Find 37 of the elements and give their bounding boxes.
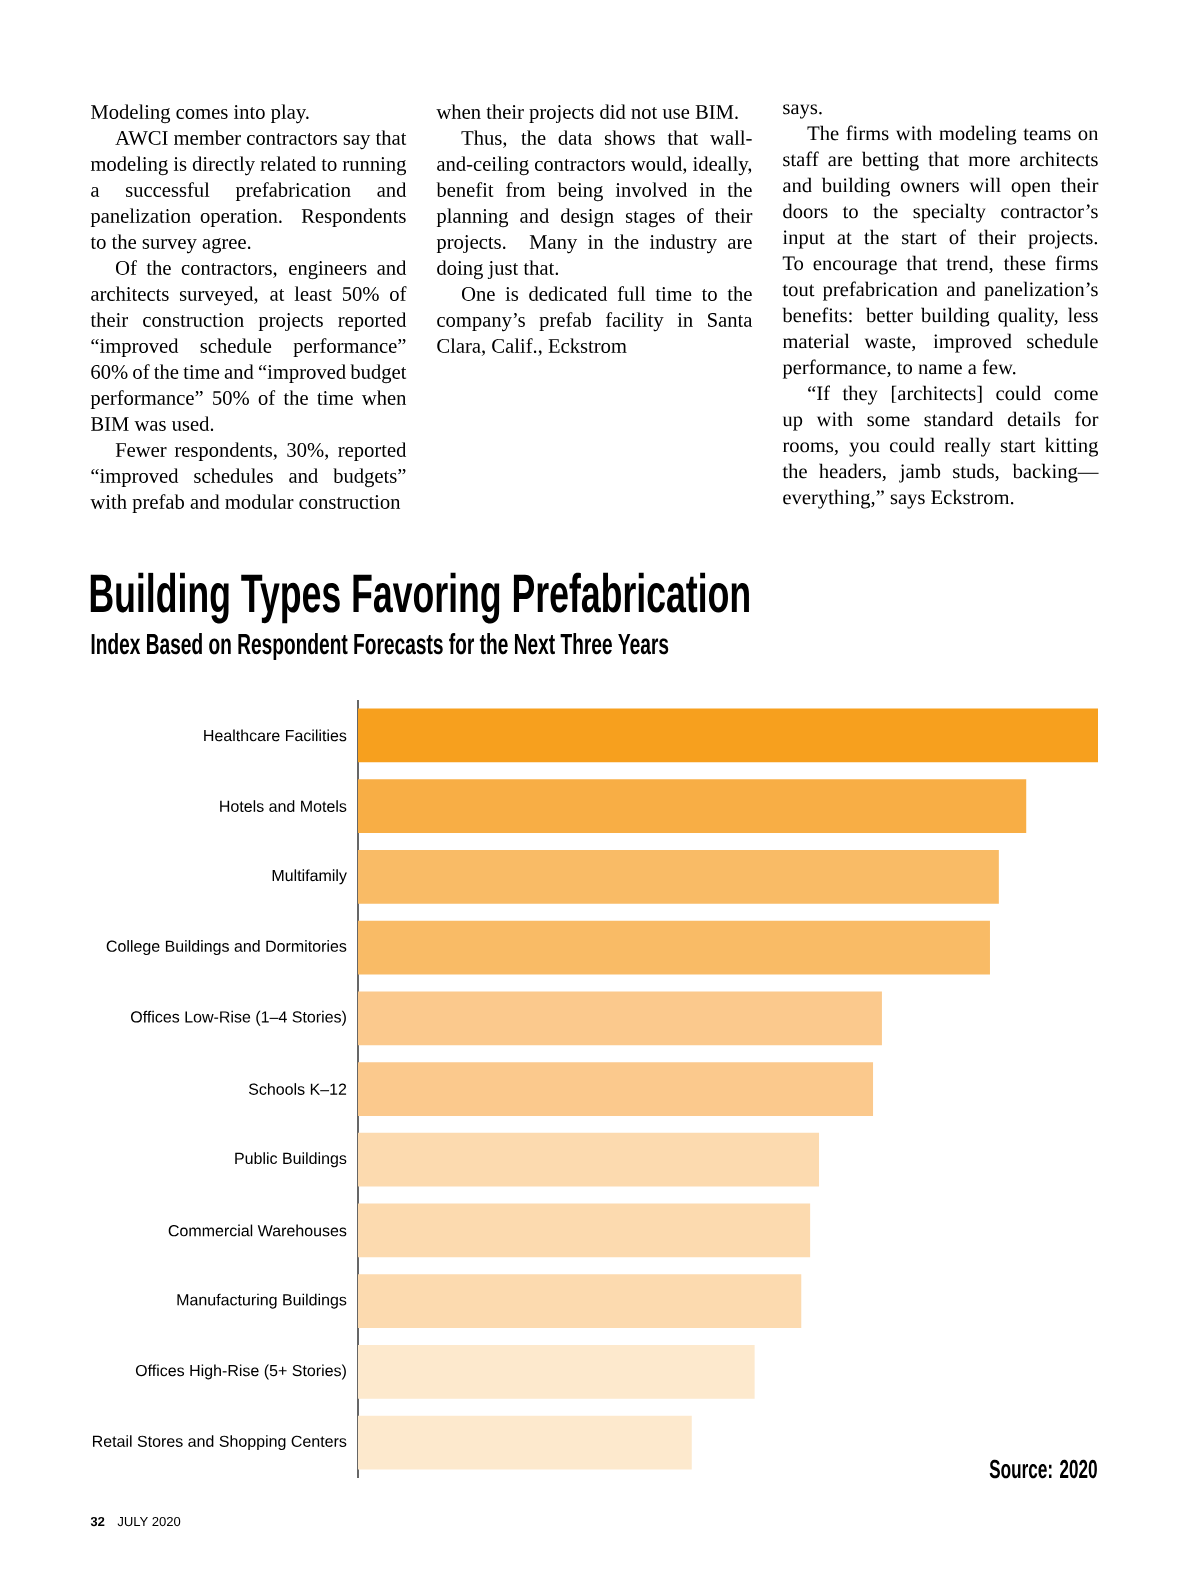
bar (358, 849, 999, 904)
bar (358, 1132, 820, 1187)
y-tick-label: Retail Stores and Shopping Centers (92, 1435, 347, 1451)
y-tick-label: Healthcare Facilities (204, 729, 347, 742)
text: Modeling comes into play. (91, 104, 309, 124)
chart-subtitle: Index Based on Respondent Forecasts for the Next Three Years (91, 632, 669, 661)
text: AWCI member contractors say that modeling is directly related to running a successful prefabrication and panelization operation. Respondents to the survey agree. (90, 130, 407, 254)
bar (358, 1415, 692, 1470)
bar (358, 1203, 811, 1258)
bar (358, 1062, 874, 1116)
chart-title: Building Types Favoring Prefabrication (90, 572, 749, 624)
y-tick-label: Manufacturing Buildings (177, 1293, 347, 1309)
bar (358, 1274, 802, 1329)
bar (358, 920, 990, 975)
bar (358, 991, 882, 1046)
y-tick-label: Public Buildings (235, 1152, 347, 1168)
text: when their projects did not use BIM. (436, 104, 738, 124)
text: “If they [architects] could come up with some standard details for rooms, you could really start kitting the headers, jamb studs, backing—everything,” says Eckstrom. (782, 385, 1099, 509)
text: The firms with modeling teams on staff are betting that more architects and building owners will open their doors to the specialty contractor’s input at the start of their projects. To encourage that trend, these firms tout prefabrication and panelization’s benefits: better building quality, less material waste, improved schedule performance, to name a few. (782, 125, 1099, 379)
text: JULY 2020 (117, 1516, 181, 1527)
y-tick-label: Schools K–12 (248, 1083, 347, 1095)
y-tick-label: Hotels and Motels (220, 800, 347, 812)
bar (358, 1345, 755, 1399)
text: Thus, the data shows that wall-and-ceiling contractors would, ideally, benefit from being involved in the planning and design stages of their projects. Many in the industry are doing just that. (436, 130, 753, 280)
text: One is dedicated full time to the company’s prefab facility in Santa Clara, Calif., Eckstrom (437, 286, 753, 356)
bar (358, 708, 1099, 763)
y-tick-label: College Buildings and Dormitories (106, 940, 347, 956)
bar (358, 779, 1027, 833)
text: Fewer respondents, 30%, reported “improved schedules and budgets” with prefab and modular construction (90, 442, 407, 514)
y-tick-label: Offices Low-Rise (1–4 Stories) (131, 1010, 346, 1026)
text: Of the contractors, engineers and architects surveyed, at least 50% of their construction projects reported “improved schedule performance” 60% of the time and “improved budget performance” 50% of the time when BIM was used. (90, 260, 407, 431)
y-tick-label: Multifamily (272, 869, 347, 885)
y-tick-label: Commercial Warehouses (168, 1224, 347, 1237)
text: 32 (90, 1516, 105, 1527)
y-tick-label: Offices High-Rise (5+ Stories) (135, 1364, 346, 1380)
annotation: Source: 2020 (989, 1459, 1097, 1479)
text: says. (783, 104, 822, 119)
